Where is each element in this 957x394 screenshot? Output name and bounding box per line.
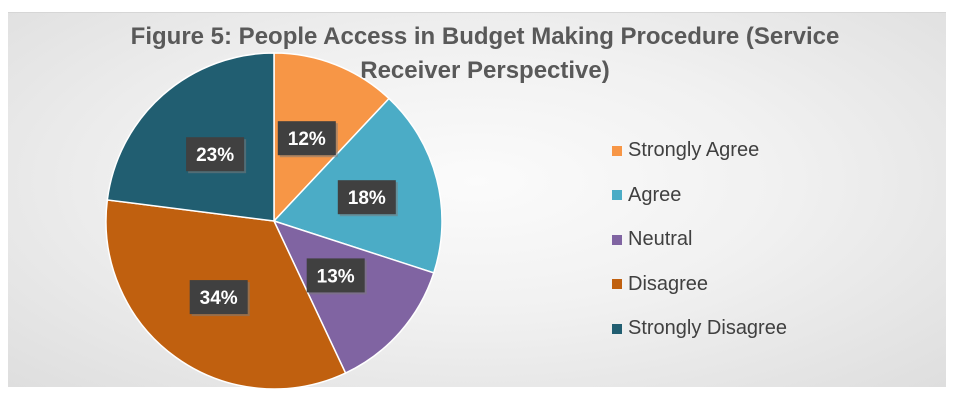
legend-item: Agree (612, 184, 787, 207)
legend-item: Disagree (612, 273, 787, 296)
data-label-box (186, 137, 245, 172)
data-label: 23% (186, 137, 247, 174)
data-label-box (306, 258, 365, 293)
data-label: 12% (277, 121, 338, 158)
data-label: 13% (306, 258, 367, 295)
legend-swatch (612, 323, 622, 334)
legend-label: Strongly Agree (628, 139, 760, 161)
chart-title: Figure 5: People Access in Budget Making… (130, 23, 840, 84)
pie-slice-strongly-disagree (106, 52, 275, 222)
legend-label: Strongly Disagree (628, 317, 787, 339)
legend-swatch (612, 190, 622, 200)
data-label-text: 34% (200, 288, 238, 309)
chart-legend: Strongly Agree Agree Neutral Disagree St… (612, 139, 787, 362)
legend-label: Agree (628, 183, 682, 206)
data-label: 18% (337, 180, 398, 217)
data-label-text: 18% (348, 188, 386, 209)
legend-label: Disagree (628, 272, 709, 295)
legend-label: Neutral (628, 228, 693, 250)
data-label-box (189, 280, 248, 315)
legend-swatch (612, 145, 622, 156)
legend-item: Strongly Agree (612, 139, 787, 162)
legend-item: Neutral (612, 228, 787, 251)
data-label-text: 23% (196, 145, 234, 166)
data-label-text: 13% (317, 266, 355, 287)
data-label-box (337, 180, 396, 215)
legend-item: Strongly Disagree (612, 317, 787, 340)
legend-swatch (612, 234, 622, 245)
data-label-text: 12% (288, 129, 326, 150)
data-label: 34% (189, 280, 250, 317)
data-label-box (277, 121, 336, 156)
legend-swatch (612, 279, 622, 289)
